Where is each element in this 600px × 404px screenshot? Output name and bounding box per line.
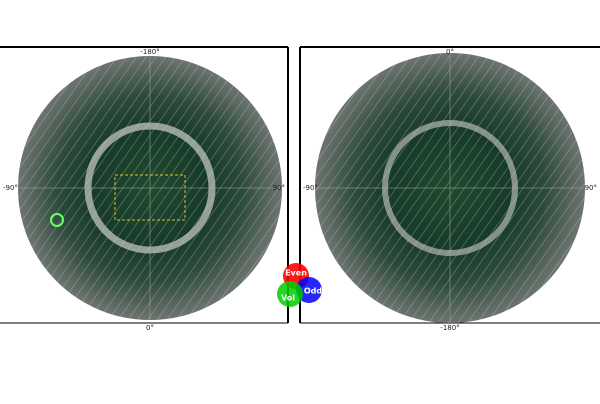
lon-label: -180° xyxy=(440,324,459,332)
legend-label: Even xyxy=(285,269,307,278)
lon-label: -90° xyxy=(303,184,318,192)
left-panel: -180° -90° 90° 0° xyxy=(0,46,289,332)
legend-label: Odd xyxy=(304,287,323,296)
lon-label: 0° xyxy=(446,48,454,56)
lon-label: 90° xyxy=(273,184,285,192)
lon-label: -180° xyxy=(140,48,159,56)
right-panel: 0° -90° 90° -180° xyxy=(299,46,600,332)
lon-label: 90° xyxy=(585,184,597,192)
lon-label: -90° xyxy=(3,184,18,192)
lon-label: 0° xyxy=(146,324,154,332)
legend-label: Vol xyxy=(281,294,295,303)
color-legend: Even Odd Vol xyxy=(277,263,322,307)
